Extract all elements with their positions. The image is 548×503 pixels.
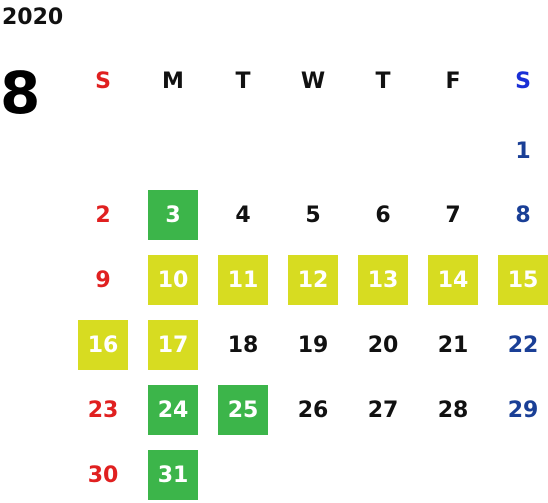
calendar-day-7[interactable]: 7 (445, 202, 461, 228)
calendar-day-20[interactable]: 20 (367, 332, 399, 358)
weekday-header: T (235, 68, 251, 94)
calendar-day-5[interactable]: 5 (305, 202, 321, 228)
calendar-day-11[interactable]: 11 (218, 255, 268, 305)
calendar-day-3[interactable]: 3 (148, 190, 198, 240)
calendar-day-1[interactable]: 1 (515, 138, 531, 164)
weekday-header: T (375, 68, 391, 94)
calendar-day-19[interactable]: 19 (297, 332, 329, 358)
calendar-day-12[interactable]: 12 (288, 255, 338, 305)
calendar-day-13[interactable]: 13 (358, 255, 408, 305)
calendar-day-23[interactable]: 23 (87, 397, 119, 423)
calendar-month: 8 (0, 59, 41, 127)
calendar-day-27[interactable]: 27 (367, 397, 399, 423)
calendar-day-16[interactable]: 16 (78, 320, 128, 370)
weekday-header: M (162, 68, 184, 94)
calendar-day-14[interactable]: 14 (428, 255, 478, 305)
calendar-year: 2020 (2, 5, 64, 30)
calendar-day-22[interactable]: 22 (507, 332, 539, 358)
calendar-day-25[interactable]: 25 (218, 385, 268, 435)
calendar-day-17[interactable]: 17 (148, 320, 198, 370)
calendar-day-9[interactable]: 9 (95, 267, 111, 293)
calendar-day-15[interactable]: 15 (498, 255, 548, 305)
weekday-header: S (515, 68, 531, 94)
calendar-day-26[interactable]: 26 (297, 397, 329, 423)
calendar-day-6[interactable]: 6 (375, 202, 391, 228)
calendar-day-29[interactable]: 29 (507, 397, 539, 423)
calendar-day-2[interactable]: 2 (95, 202, 111, 228)
calendar-day-21[interactable]: 21 (437, 332, 469, 358)
calendar-day-30[interactable]: 30 (87, 462, 119, 488)
calendar-day-18[interactable]: 18 (227, 332, 259, 358)
calendar-day-8[interactable]: 8 (515, 202, 531, 228)
calendar-day-31[interactable]: 31 (148, 450, 198, 500)
calendar-day-4[interactable]: 4 (235, 202, 251, 228)
weekday-header: F (445, 68, 461, 94)
calendar-day-10[interactable]: 10 (148, 255, 198, 305)
weekday-header: W (300, 68, 326, 94)
calendar-day-24[interactable]: 24 (148, 385, 198, 435)
calendar-day-28[interactable]: 28 (437, 397, 469, 423)
weekday-header: S (95, 68, 111, 94)
